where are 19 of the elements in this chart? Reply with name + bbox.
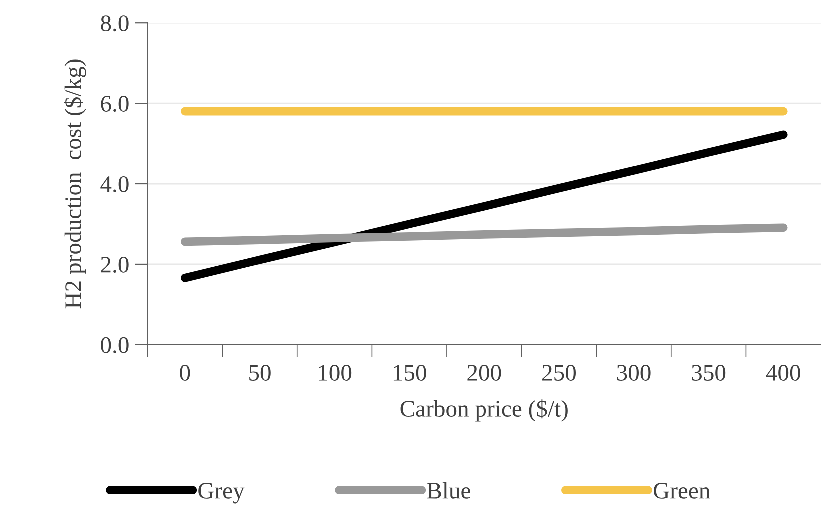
- y-axis-title: H2 production cost ($/kg): [64, 60, 86, 309]
- x-tick-label: 50: [250, 365, 271, 381]
- x-axis-title: Carbon price ($/t): [400, 400, 568, 422]
- legend-label: Blue: [427, 482, 470, 499]
- y-tick-label: 8.0: [101, 16, 129, 32]
- x-tick-label: 200: [468, 365, 502, 381]
- x-tick-label: 100: [319, 365, 352, 381]
- x-tick-label: 150: [394, 365, 426, 381]
- y-tick-label: 2.0: [101, 256, 129, 273]
- x-tick-label: 400: [766, 365, 800, 381]
- x-tick-label: 0: [180, 365, 190, 381]
- legend-label: Grey: [198, 483, 245, 504]
- y-tick-label: 4.0: [100, 176, 129, 193]
- x-tick-label: 250: [542, 365, 576, 381]
- x-tick-label: 300: [617, 365, 651, 381]
- y-tick-label: 0.0: [101, 337, 129, 354]
- y-tick-label: 6.0: [101, 96, 129, 112]
- legend-label: Green: [654, 483, 710, 499]
- x-tick-label: 350: [692, 365, 726, 381]
